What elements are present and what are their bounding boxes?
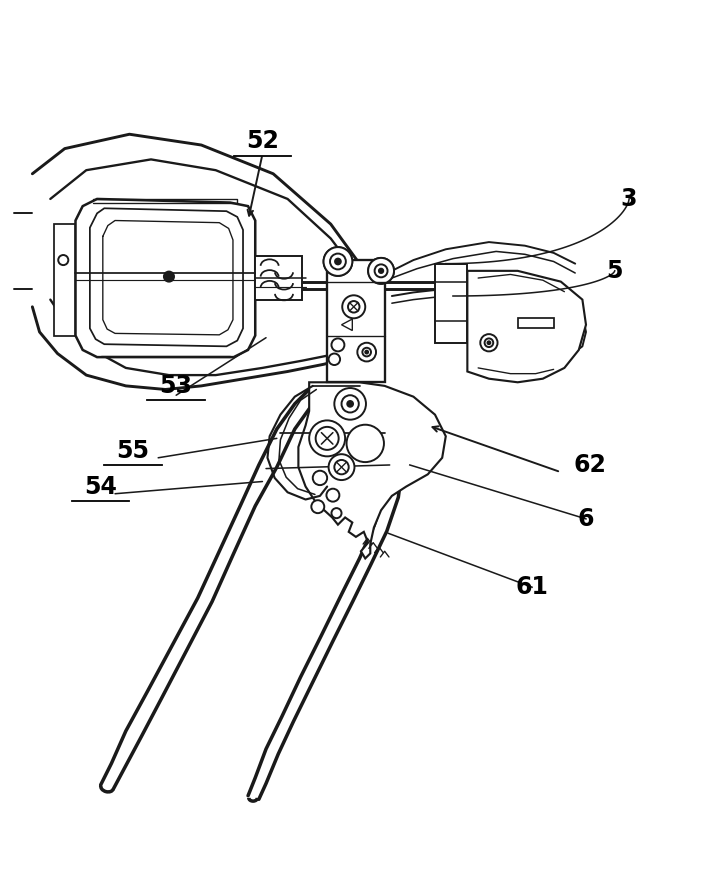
Circle shape	[326, 489, 339, 502]
Text: 6: 6	[578, 507, 594, 531]
Text: 62: 62	[573, 453, 606, 477]
Polygon shape	[54, 224, 75, 335]
Polygon shape	[435, 264, 467, 342]
Circle shape	[480, 334, 498, 351]
Text: 3: 3	[621, 187, 637, 211]
Circle shape	[368, 257, 394, 283]
Circle shape	[164, 272, 174, 282]
Text: 5: 5	[607, 259, 623, 283]
Text: 61: 61	[516, 575, 549, 599]
Circle shape	[334, 388, 366, 419]
Circle shape	[375, 265, 388, 277]
Circle shape	[485, 339, 493, 347]
Circle shape	[313, 471, 327, 485]
Circle shape	[365, 350, 368, 353]
Circle shape	[347, 425, 384, 462]
Text: 53: 53	[160, 374, 193, 398]
Circle shape	[357, 342, 376, 361]
Polygon shape	[518, 317, 554, 328]
Circle shape	[330, 254, 346, 269]
Polygon shape	[298, 383, 446, 559]
Circle shape	[58, 255, 68, 266]
Circle shape	[348, 301, 360, 313]
Circle shape	[316, 426, 339, 450]
Polygon shape	[342, 319, 352, 331]
Circle shape	[368, 257, 394, 283]
Circle shape	[309, 420, 345, 456]
Circle shape	[342, 395, 359, 412]
Polygon shape	[327, 260, 385, 383]
Circle shape	[331, 508, 342, 519]
Circle shape	[362, 348, 371, 357]
Polygon shape	[75, 199, 255, 357]
Circle shape	[342, 295, 365, 318]
Polygon shape	[467, 271, 586, 383]
Text: 52: 52	[246, 130, 279, 154]
Circle shape	[329, 454, 354, 480]
Circle shape	[335, 258, 341, 265]
Circle shape	[329, 353, 340, 365]
Circle shape	[334, 460, 349, 475]
Circle shape	[347, 401, 353, 407]
Circle shape	[487, 342, 490, 344]
Polygon shape	[90, 208, 243, 346]
Text: 54: 54	[84, 475, 117, 499]
Circle shape	[379, 269, 383, 273]
Circle shape	[311, 501, 324, 513]
Circle shape	[324, 247, 352, 276]
Circle shape	[324, 247, 352, 276]
Text: 55: 55	[116, 439, 150, 462]
Circle shape	[331, 339, 344, 351]
Polygon shape	[255, 257, 302, 299]
